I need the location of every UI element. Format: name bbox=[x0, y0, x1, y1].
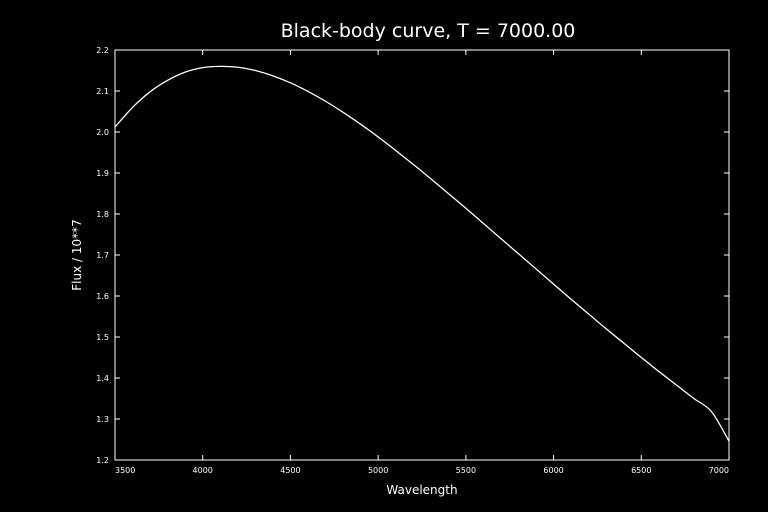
y-tick-label: 2.0 bbox=[96, 128, 109, 137]
series-line bbox=[114, 65, 730, 442]
y-tick-label: 1.3 bbox=[96, 415, 109, 424]
y-tick-label: 1.7 bbox=[96, 251, 109, 260]
y-tick-label: 1.8 bbox=[96, 210, 109, 219]
y-tick-label: 2.2 bbox=[96, 46, 109, 55]
x-tick-label: 6500 bbox=[631, 466, 651, 475]
x-tick-label: 4000 bbox=[193, 466, 213, 475]
y-tick-label: 1.6 bbox=[96, 292, 109, 301]
y-tick-label: 1.5 bbox=[96, 333, 109, 342]
x-tick-label: 5500 bbox=[456, 466, 476, 475]
x-axis-ticks: 3500 4000 4500 5000 5500 6000 6500 7000 bbox=[114, 50, 730, 475]
y-tick-label: 2.1 bbox=[96, 87, 109, 96]
y-axis-label: Flux / 10**7 bbox=[70, 219, 84, 291]
y-tick-label: 1.9 bbox=[96, 169, 109, 178]
y-tick-label: 1.4 bbox=[96, 374, 109, 383]
chart-title: Black-body curve, T = 7000.00 bbox=[281, 20, 576, 42]
x-tick-label: 3500 bbox=[115, 466, 135, 475]
x-tick-label: 5000 bbox=[368, 466, 388, 475]
y-axis-ticks: 1.2 1.3 1.4 1.5 1.6 1.7 1.8 1.9 2.0 2.1 2.2 bbox=[96, 46, 729, 465]
x-tick-label: 6000 bbox=[543, 466, 563, 475]
y-tick-label: 1.2 bbox=[96, 456, 109, 465]
x-tick-label: 7000 bbox=[709, 466, 729, 475]
x-tick-label: 4500 bbox=[280, 466, 300, 475]
x-axis-label: Wavelength bbox=[386, 483, 457, 497]
